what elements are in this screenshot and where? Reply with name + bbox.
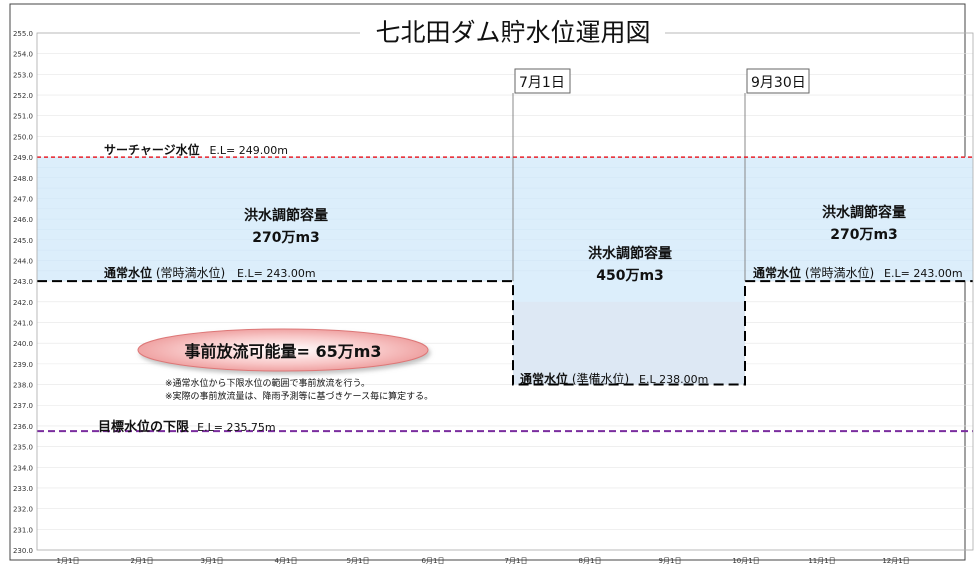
y-tick-label: 252.0	[13, 92, 33, 100]
mid-capacity-value: 450万m3	[596, 268, 664, 284]
target-lower-label: 目標水位の下限 E.L= 235.75m	[98, 419, 276, 435]
season-start-box	[514, 68, 571, 94]
right-capacity-title: 洪水調節容量	[822, 204, 906, 221]
x-tick-label: 12月1日	[882, 557, 909, 565]
surcharge-detail: E.L= 249.00m	[209, 144, 288, 157]
x-tick-label: 9月1日	[659, 557, 682, 565]
y-tick-label: 246.0	[13, 216, 33, 224]
flood-low-name: 通常水位	[520, 371, 568, 386]
normal-right-name: 通常水位	[753, 265, 801, 280]
y-tick-label: 237.0	[13, 402, 33, 410]
y-tick-label: 230.0	[13, 547, 33, 555]
y-tick-label: 243.0	[13, 278, 33, 286]
level-lines	[37, 93, 973, 433]
target-lower-name: 目標水位の下限	[98, 419, 190, 435]
season-start-label: 7月1日	[519, 75, 565, 91]
y-tick-label: 247.0	[13, 195, 33, 203]
y-tick-label: 236.0	[13, 423, 33, 431]
y-tick-label: 239.0	[13, 361, 33, 369]
normal-right-paren: (常時満水位)	[805, 265, 874, 280]
y-tick-label: 244.0	[13, 257, 33, 265]
x-tick-label: 6月1日	[422, 557, 445, 565]
prior-release-ellipse	[137, 328, 429, 372]
normal-left-name: 通常水位	[104, 265, 152, 280]
flood-low-paren: (準備水位)	[572, 371, 629, 386]
x-tick-label: 3月1日	[201, 557, 224, 565]
y-tick-label: 242.0	[13, 299, 33, 307]
surcharge-name: サーチャージ水位	[104, 142, 200, 157]
normal-right-detail: E.L= 243.00m	[884, 267, 963, 280]
y-tick-label: 233.0	[13, 485, 33, 493]
season-end-box	[746, 68, 810, 94]
y-tick-label: 245.0	[13, 237, 33, 245]
x-tick-label: 7月1日	[505, 557, 528, 565]
x-tick-label: 5月1日	[347, 557, 370, 565]
prior-release-label: 事前放流可能量= 65万m3	[184, 342, 381, 361]
normal-level-right-label: 通常水位 (常時満水位) E.L= 243.00m	[753, 265, 963, 280]
y-tick-label: 240.0	[13, 340, 33, 348]
y-tick-label: 253.0	[13, 71, 33, 79]
target-lower-detail: E.L= 235.75m	[197, 421, 276, 434]
season-end-label: 9月30日	[751, 75, 806, 91]
note-1: ※通常水位から下限水位の範囲で事前放流を行う。	[165, 377, 370, 389]
flood-low-detail: E.L 238.00m	[639, 373, 708, 386]
y-tick-label: 231.0	[13, 526, 33, 534]
left-capacity-value: 270万m3	[252, 230, 320, 246]
x-tick-label: 10月1日	[732, 557, 759, 565]
y-tick-label: 241.0	[13, 320, 33, 328]
right-capacity-value: 270万m3	[830, 227, 898, 243]
note-2: ※実際の事前放流量は、降雨予測等に基づきケース毎に算定する。	[165, 390, 433, 402]
title-background	[360, 16, 665, 50]
surcharge-label: サーチャージ水位 E.L= 249.00m	[104, 142, 288, 157]
capacity-areas	[37, 157, 973, 385]
y-tick-label: 248.0	[13, 175, 33, 183]
left-capacity-title: 洪水調節容量	[244, 207, 328, 224]
y-tick-label: 254.0	[13, 51, 33, 59]
normal-level-line	[37, 280, 973, 386]
y-tick-label: 234.0	[13, 464, 33, 472]
y-tick-label: 249.0	[13, 154, 33, 162]
normal-level-left-label: 通常水位 (常時満水位) E.L= 243.00m	[104, 265, 316, 280]
x-tick-label: 8月1日	[579, 557, 602, 565]
chart-title: 七北田ダム貯水位運用図	[375, 18, 650, 47]
x-tick-label: 1月1日	[57, 557, 80, 565]
mid-capacity-title: 洪水調節容量	[588, 245, 672, 262]
x-axis: 1月1日 2月1日 3月1日 4月1日 5月1日 6月1日 7月1日 8月1日 9月1日 10月1…	[57, 557, 910, 565]
y-tick-label: 255.0	[13, 30, 33, 38]
y-tick-label: 232.0	[13, 506, 33, 514]
flood-low-level-label: 通常水位 (準備水位) E.L 238.00m	[520, 371, 708, 386]
capacity-area-mid-low	[513, 301, 745, 385]
y-tick-label: 250.0	[13, 133, 33, 141]
x-tick-label: 2月1日	[131, 557, 154, 565]
x-tick-label: 11月1日	[808, 557, 835, 565]
normal-left-paren: (常時満水位)	[156, 265, 225, 280]
normal-left-detail: E.L= 243.00m	[237, 267, 316, 280]
y-tick-label: 251.0	[13, 113, 33, 121]
x-tick-label: 4月1日	[275, 557, 298, 565]
y-tick-label: 238.0	[13, 382, 33, 390]
y-axis: 230.0 231.0 232.0 233.0 234.0 235.0 236.0 237.0…	[13, 30, 33, 555]
y-tick-label: 235.0	[13, 444, 33, 452]
